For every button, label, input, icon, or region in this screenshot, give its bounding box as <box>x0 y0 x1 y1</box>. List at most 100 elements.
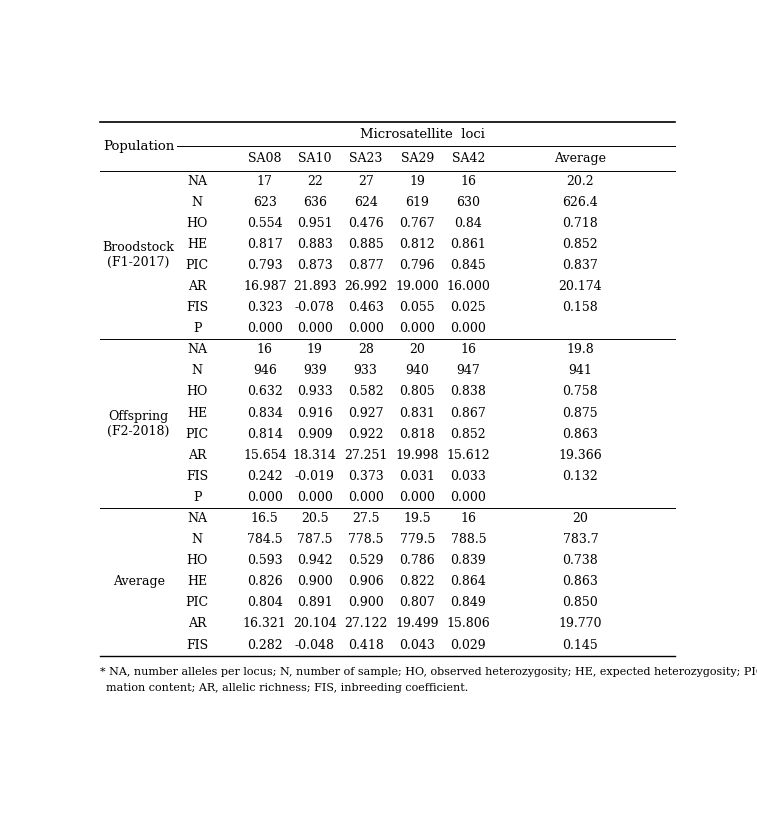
Text: 0.885: 0.885 <box>347 238 384 251</box>
Text: Microsatellite  loci: Microsatellite loci <box>360 128 485 140</box>
Text: 0.906: 0.906 <box>347 575 384 588</box>
Text: AR: AR <box>188 618 207 631</box>
Text: 0.031: 0.031 <box>400 470 435 483</box>
Text: 0.818: 0.818 <box>400 427 435 441</box>
Text: 16: 16 <box>460 174 476 188</box>
Text: 619: 619 <box>405 196 429 208</box>
Text: mation content; AR, allelic richness; FIS, inbreeding coefficient.: mation content; AR, allelic richness; FI… <box>106 683 469 693</box>
Text: HO: HO <box>187 217 208 230</box>
Text: P: P <box>193 491 201 504</box>
Text: 19.5: 19.5 <box>403 512 431 525</box>
Text: 0.000: 0.000 <box>400 322 435 335</box>
Text: 20: 20 <box>572 512 588 525</box>
Text: HE: HE <box>187 238 207 251</box>
Text: Broodstock
(F1-2017): Broodstock (F1-2017) <box>103 241 175 269</box>
Text: 0.891: 0.891 <box>297 597 332 609</box>
Text: 0.476: 0.476 <box>347 217 384 230</box>
Text: 0.554: 0.554 <box>247 217 282 230</box>
Text: 0.838: 0.838 <box>450 385 486 398</box>
Text: 0.242: 0.242 <box>247 470 282 483</box>
Text: 0.852: 0.852 <box>450 427 486 441</box>
Text: 0.145: 0.145 <box>562 638 598 652</box>
Text: 0.373: 0.373 <box>347 470 384 483</box>
Text: 0.025: 0.025 <box>450 301 486 314</box>
Text: AR: AR <box>188 449 207 461</box>
Text: 16.987: 16.987 <box>243 280 287 293</box>
Text: 0.807: 0.807 <box>400 597 435 609</box>
Text: 0.900: 0.900 <box>347 597 384 609</box>
Text: 0.812: 0.812 <box>400 238 435 251</box>
Text: HE: HE <box>187 575 207 588</box>
Text: 0.951: 0.951 <box>297 217 332 230</box>
Text: 17: 17 <box>257 174 273 188</box>
Text: 19: 19 <box>410 174 425 188</box>
Text: 0.805: 0.805 <box>400 385 435 398</box>
Text: * NA, number alleles per locus; N, number of sample; HO, observed heterozygosity: * NA, number alleles per locus; N, numbe… <box>101 667 757 677</box>
Text: PIC: PIC <box>185 259 209 272</box>
Text: 0.814: 0.814 <box>247 427 282 441</box>
Text: 0.916: 0.916 <box>297 407 332 420</box>
Text: 0.850: 0.850 <box>562 597 598 609</box>
Text: 626.4: 626.4 <box>562 196 598 208</box>
Text: 0.000: 0.000 <box>297 322 332 335</box>
Text: 778.5: 778.5 <box>348 533 383 546</box>
Text: 0.767: 0.767 <box>400 217 435 230</box>
Text: P: P <box>193 322 201 335</box>
Text: 940: 940 <box>405 364 429 378</box>
Text: 0.000: 0.000 <box>400 491 435 504</box>
Text: 0.000: 0.000 <box>247 322 282 335</box>
Text: 0.793: 0.793 <box>247 259 282 272</box>
Text: PIC: PIC <box>185 427 209 441</box>
Text: 0.900: 0.900 <box>297 575 332 588</box>
Text: SA29: SA29 <box>400 152 434 165</box>
Text: 0.758: 0.758 <box>562 385 598 398</box>
Text: 0.837: 0.837 <box>562 259 598 272</box>
Text: 19.8: 19.8 <box>566 344 594 356</box>
Text: NA: NA <box>187 512 207 525</box>
Text: 0.864: 0.864 <box>450 575 486 588</box>
Text: FIS: FIS <box>186 638 208 652</box>
Text: 0.942: 0.942 <box>297 554 332 567</box>
Text: 0.852: 0.852 <box>562 238 598 251</box>
Text: 784.5: 784.5 <box>247 533 282 546</box>
Text: 624: 624 <box>354 196 378 208</box>
Text: 783.7: 783.7 <box>562 533 598 546</box>
Text: 20.5: 20.5 <box>301 512 329 525</box>
Text: SA10: SA10 <box>298 152 332 165</box>
Text: 0.000: 0.000 <box>297 491 332 504</box>
Text: 0.463: 0.463 <box>347 301 384 314</box>
Text: 0.867: 0.867 <box>450 407 486 420</box>
Text: Population: Population <box>103 139 174 153</box>
Text: 0.000: 0.000 <box>347 322 384 335</box>
Text: Offspring
(F2-2018): Offspring (F2-2018) <box>107 410 170 437</box>
Text: HE: HE <box>187 407 207 420</box>
Text: 0.282: 0.282 <box>247 638 282 652</box>
Text: 941: 941 <box>569 364 592 378</box>
Text: 16.5: 16.5 <box>251 512 279 525</box>
Text: 27.251: 27.251 <box>344 449 388 461</box>
Text: PIC: PIC <box>185 597 209 609</box>
Text: 788.5: 788.5 <box>450 533 486 546</box>
Text: 20: 20 <box>410 344 425 356</box>
Text: 15.806: 15.806 <box>447 618 491 631</box>
Text: 0.863: 0.863 <box>562 575 598 588</box>
Text: 0.834: 0.834 <box>247 407 282 420</box>
Text: 16.321: 16.321 <box>243 618 287 631</box>
Text: 0.029: 0.029 <box>450 638 486 652</box>
Text: 20.174: 20.174 <box>559 280 603 293</box>
Text: 26.992: 26.992 <box>344 280 388 293</box>
Text: 787.5: 787.5 <box>297 533 332 546</box>
Text: -0.078: -0.078 <box>294 301 335 314</box>
Text: NA: NA <box>187 174 207 188</box>
Text: 0.845: 0.845 <box>450 259 486 272</box>
Text: 0.831: 0.831 <box>400 407 435 420</box>
Text: 779.5: 779.5 <box>400 533 435 546</box>
Text: 0.796: 0.796 <box>400 259 435 272</box>
Text: N: N <box>192 196 203 208</box>
Text: N: N <box>192 533 203 546</box>
Text: 0.000: 0.000 <box>450 491 486 504</box>
Text: 0.000: 0.000 <box>347 491 384 504</box>
Text: 0.158: 0.158 <box>562 301 598 314</box>
Text: 623: 623 <box>253 196 277 208</box>
Text: 0.873: 0.873 <box>297 259 332 272</box>
